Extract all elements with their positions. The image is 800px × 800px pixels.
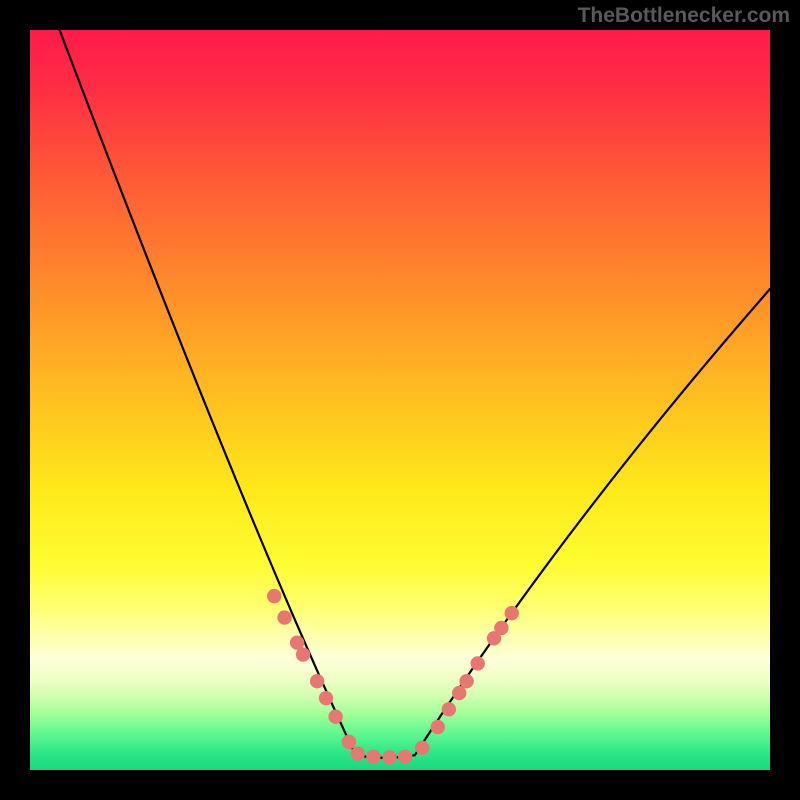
data-marker: [319, 691, 333, 705]
gradient-background: [30, 30, 770, 770]
data-marker: [459, 674, 473, 688]
data-marker: [342, 735, 356, 749]
chart-container: TheBottlenecker.com: [0, 0, 800, 800]
data-marker: [267, 589, 281, 603]
data-marker: [351, 747, 365, 761]
data-marker: [505, 606, 519, 620]
data-marker: [310, 674, 324, 688]
data-marker: [494, 621, 508, 635]
data-marker: [442, 702, 456, 716]
bottleneck-chart: [0, 0, 800, 800]
data-marker: [366, 749, 380, 763]
data-marker: [415, 741, 429, 755]
data-marker: [471, 656, 485, 670]
data-marker: [431, 720, 445, 734]
data-marker: [277, 610, 291, 624]
data-marker: [398, 749, 412, 763]
data-marker: [328, 710, 342, 724]
data-marker: [382, 750, 396, 764]
data-marker: [296, 647, 310, 661]
